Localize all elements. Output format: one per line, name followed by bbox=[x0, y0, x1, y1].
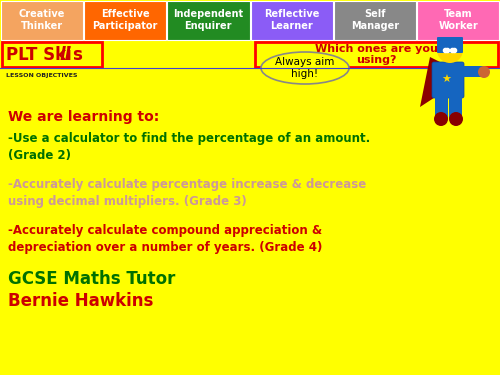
Text: LESSON OBJECTIVES: LESSON OBJECTIVES bbox=[6, 74, 78, 78]
FancyBboxPatch shape bbox=[417, 0, 500, 39]
Polygon shape bbox=[420, 57, 450, 107]
FancyBboxPatch shape bbox=[334, 0, 416, 39]
FancyBboxPatch shape bbox=[84, 0, 166, 39]
Text: Which ones are you
using?: Which ones are you using? bbox=[315, 44, 438, 65]
FancyBboxPatch shape bbox=[2, 42, 102, 67]
Text: Reflective
Learner: Reflective Learner bbox=[264, 9, 320, 31]
Text: ★: ★ bbox=[441, 75, 451, 85]
Circle shape bbox=[478, 66, 490, 78]
Text: -Accurately calculate compound appreciation &
depreciation over a number of year: -Accurately calculate compound appreciat… bbox=[8, 224, 322, 254]
Ellipse shape bbox=[261, 52, 349, 84]
FancyBboxPatch shape bbox=[449, 95, 462, 119]
Text: s: s bbox=[72, 45, 82, 63]
Text: Team
Worker: Team Worker bbox=[438, 9, 478, 31]
Text: -Accurately calculate percentage increase & decrease
using decimal multipliers. : -Accurately calculate percentage increas… bbox=[8, 178, 366, 208]
Text: Effective
Participator: Effective Participator bbox=[92, 9, 158, 31]
FancyBboxPatch shape bbox=[461, 66, 483, 77]
Circle shape bbox=[434, 112, 448, 126]
Text: Self
Manager: Self Manager bbox=[351, 9, 399, 31]
FancyBboxPatch shape bbox=[250, 0, 333, 39]
Text: Creative
Thinker: Creative Thinker bbox=[18, 9, 65, 31]
Text: -Use a calculator to find the percentage of an amount.
(Grade 2): -Use a calculator to find the percentage… bbox=[8, 132, 370, 162]
Text: We are learning to:: We are learning to: bbox=[8, 110, 159, 124]
Text: Independent
Enquirer: Independent Enquirer bbox=[174, 9, 244, 31]
Text: GCSE Maths Tutor: GCSE Maths Tutor bbox=[8, 270, 175, 288]
FancyBboxPatch shape bbox=[435, 95, 448, 119]
FancyBboxPatch shape bbox=[437, 37, 463, 53]
FancyBboxPatch shape bbox=[255, 42, 498, 67]
FancyBboxPatch shape bbox=[432, 62, 464, 98]
FancyBboxPatch shape bbox=[0, 0, 83, 39]
Text: ll: ll bbox=[59, 45, 70, 63]
Circle shape bbox=[449, 112, 463, 126]
Text: PLT Ski: PLT Ski bbox=[6, 45, 72, 63]
Text: Bernie Hawkins: Bernie Hawkins bbox=[8, 292, 154, 310]
Text: Always aim
high!: Always aim high! bbox=[276, 57, 334, 79]
FancyBboxPatch shape bbox=[167, 0, 250, 39]
Circle shape bbox=[437, 37, 463, 63]
